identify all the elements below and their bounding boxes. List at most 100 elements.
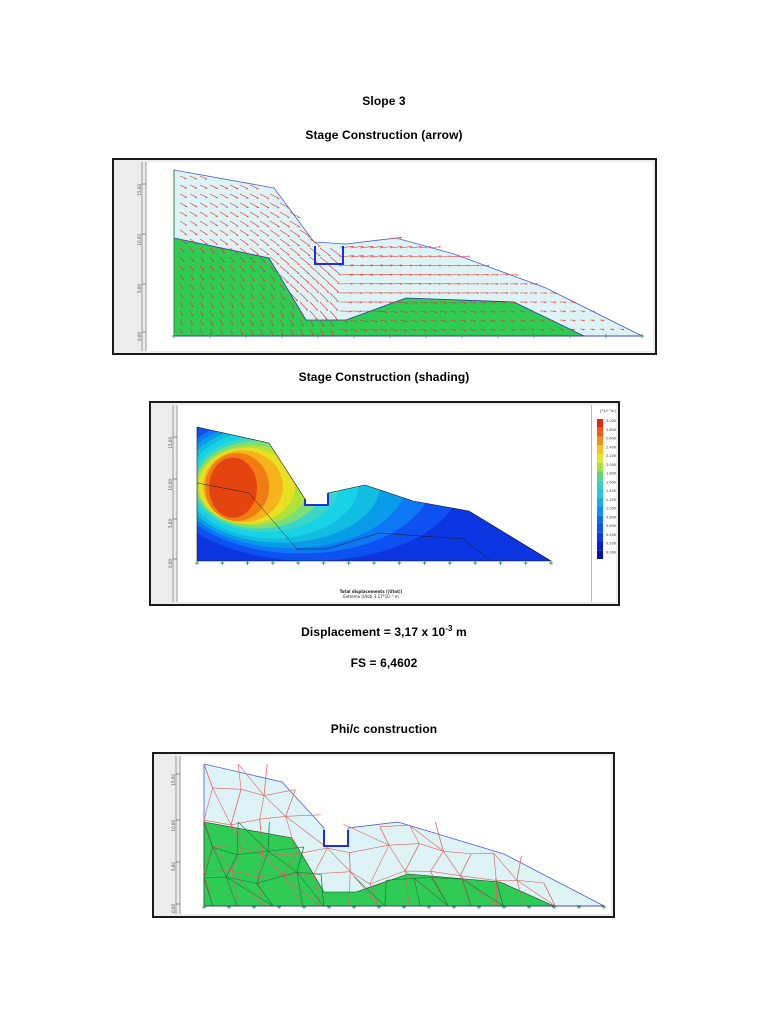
- y-axis-tick-label: 5.00: [137, 284, 142, 293]
- displacement-arrowhead: [241, 315, 244, 317]
- displacement-arrow: [299, 319, 305, 327]
- displacement-arrowhead: [454, 320, 457, 323]
- displacement-arrow: [399, 255, 412, 258]
- displacement-arrow: [279, 211, 290, 218]
- displacement-arrowhead: [181, 296, 184, 298]
- mesh-edge: [431, 877, 463, 880]
- displacement-arrowhead: [493, 320, 496, 322]
- displacement-arrow: [509, 328, 515, 331]
- displacement-arrow: [329, 310, 338, 320]
- displacement-arrowhead: [395, 312, 398, 314]
- displacement-arrow: [249, 283, 255, 291]
- page-title: Slope 3: [362, 94, 406, 108]
- displacement-arrow: [289, 256, 300, 265]
- displacement-arrow: [309, 328, 314, 336]
- displacement-arrow: [219, 319, 224, 326]
- displacement-arrow: [339, 328, 348, 331]
- displacement-arrow: [369, 255, 383, 258]
- displacement-arrowhead: [486, 283, 489, 285]
- displacement-arrow: [389, 310, 398, 313]
- mesh-edge: [495, 878, 504, 907]
- displacement-arrow: [189, 292, 194, 298]
- mesh-edge: [285, 814, 322, 817]
- displacement-arrowhead: [369, 311, 372, 313]
- displacement-arrowhead: [522, 311, 525, 313]
- mesh-edge: [263, 853, 297, 856]
- displacement-arrow: [359, 245, 374, 249]
- displacement-arrowhead: [232, 261, 235, 263]
- mesh-edge: [296, 871, 322, 875]
- y-axis-tick-label: 15.00: [168, 437, 173, 449]
- displacement-arrow: [509, 319, 515, 322]
- displacement-arrowhead: [409, 246, 412, 248]
- displacement-arrowhead: [262, 279, 266, 282]
- mesh-edge: [404, 843, 420, 872]
- mesh-edge: [231, 847, 242, 871]
- displacement-prefix: Displacement = 3,17 x 10: [301, 625, 446, 639]
- displacement-arrow: [309, 292, 319, 302]
- displacement-arrow: [229, 301, 234, 308]
- displacement-arrowhead: [493, 302, 496, 304]
- displacement-arrow: [489, 310, 496, 313]
- displacement-arrow: [419, 319, 427, 322]
- displacement-arrowhead: [395, 321, 398, 323]
- displacement-arrow: [189, 301, 194, 307]
- displacement-arrow: [209, 265, 215, 272]
- displacement-arrowhead: [191, 314, 194, 316]
- displacement-arrow: [259, 238, 270, 246]
- displacement-arrow: [539, 319, 545, 322]
- mesh-edge: [296, 872, 303, 907]
- displacement-arrow: [279, 310, 285, 318]
- displacement-arrowhead: [282, 307, 285, 309]
- displacement-arrow: [179, 184, 187, 189]
- displacement-arrowhead: [326, 300, 329, 302]
- legend-divider: [591, 405, 592, 602]
- displacement-arrow: [539, 328, 545, 331]
- displacement-arrow: [289, 265, 300, 275]
- mesh-edge: [379, 824, 410, 828]
- displacement-arrowhead: [384, 330, 387, 332]
- mesh-edge: [231, 870, 258, 878]
- displacement-arrowhead: [212, 260, 215, 263]
- displacement-arrow: [229, 193, 239, 199]
- displacement-arrowhead: [454, 302, 457, 304]
- displacement-arrowhead: [192, 260, 195, 262]
- y-axis-tick-label: 0.00: [171, 904, 176, 913]
- displacement-arrowhead: [361, 246, 364, 248]
- displacement-arrowhead: [429, 246, 432, 248]
- displacement-arrowhead: [296, 291, 299, 293]
- displacement-arrowhead: [506, 274, 509, 276]
- displacement-arrow: [209, 301, 214, 308]
- mesh-edge: [203, 876, 227, 878]
- displacement-arrow: [309, 283, 320, 293]
- displacement-arrowhead: [325, 318, 328, 320]
- displacement-arrow: [209, 283, 215, 290]
- displacement-arrowhead: [532, 329, 535, 331]
- displacement-arrowhead: [496, 292, 499, 295]
- shading-plot-caption: Stage Construction (shading): [298, 370, 470, 384]
- displacement-arrow: [309, 310, 318, 320]
- displacement-arrow: [349, 328, 358, 331]
- displacement-arrowhead: [473, 320, 476, 323]
- displacement-arrow: [249, 220, 260, 227]
- displacement-arrow: [179, 211, 188, 217]
- displacement-arrow: [189, 319, 194, 325]
- displacement-arrow: [199, 238, 208, 245]
- mesh-edge: [203, 821, 214, 848]
- displacement-arrowhead: [316, 300, 319, 302]
- y-axis-tick-label: 0.00: [137, 332, 142, 341]
- displacement-arrow: [179, 301, 184, 307]
- displacement-arrowhead: [371, 246, 374, 248]
- displacement-arrowhead: [241, 324, 244, 326]
- mesh-edge: [282, 874, 304, 907]
- displacement-arrow: [499, 301, 506, 304]
- displacement-arrow: [369, 319, 378, 322]
- displacement-arrow: [269, 319, 274, 327]
- displacement-arrow: [249, 319, 254, 326]
- displacement-arrow: [209, 247, 215, 253]
- displacement-arrow: [239, 328, 244, 335]
- displacement-arrow: [209, 193, 218, 199]
- displacement-arrowhead: [201, 287, 204, 290]
- displacement-arrowhead: [415, 311, 418, 314]
- displacement-arrow: [309, 265, 320, 275]
